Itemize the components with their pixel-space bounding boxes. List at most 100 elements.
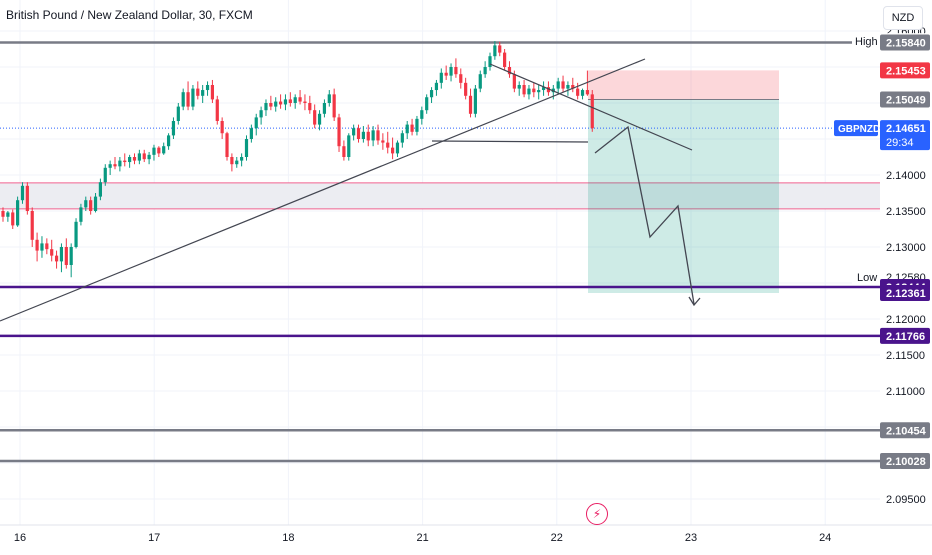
- price-labels: High2.15859Low2.125802.158402.124442.117…: [834, 33, 930, 469]
- candle-body: [395, 142, 400, 154]
- candle: [313, 104, 317, 129]
- candle: [361, 126, 365, 143]
- candle-body: [522, 85, 526, 95]
- candle-body: [566, 85, 570, 89]
- stop-zone: [588, 70, 779, 100]
- candle-body: [507, 67, 512, 75]
- candle-body: [259, 110, 263, 118]
- candle: [93, 193, 98, 213]
- candle: [454, 58, 458, 78]
- candle-body: [337, 117, 341, 147]
- time-axis[interactable]: 16 17 18 21 22 23 24: [0, 524, 932, 544]
- candle: [274, 97, 278, 112]
- candle: [244, 135, 249, 161]
- candle: [16, 196, 20, 227]
- candle: [381, 133, 385, 150]
- candle: [64, 238, 68, 269]
- currency-button[interactable]: NZD: [883, 6, 923, 30]
- candle: [191, 85, 195, 111]
- candle-body: [123, 160, 127, 163]
- candle: [522, 79, 526, 98]
- candle-body: [361, 131, 365, 139]
- price-tick-label: 2.13000: [886, 242, 926, 254]
- candle-body: [205, 85, 210, 91]
- candle-body: [561, 81, 565, 89]
- candle: [25, 182, 29, 215]
- candle-body: [356, 128, 361, 139]
- candle: [444, 65, 448, 80]
- candle: [322, 99, 327, 118]
- candle: [415, 115, 419, 136]
- candle-body: [59, 247, 64, 262]
- candle: [269, 95, 273, 111]
- candle-body: [288, 99, 292, 103]
- candle: [157, 146, 161, 157]
- candle: [128, 154, 132, 168]
- arrow-head: [688, 296, 701, 307]
- zones-layer: [0, 0, 880, 525]
- candle-body: [449, 67, 453, 76]
- current-price-value: 2.14651: [886, 123, 926, 135]
- candle-body: [537, 90, 541, 93]
- candle: [220, 117, 224, 139]
- candle: [347, 133, 351, 161]
- candle-body: [303, 101, 307, 103]
- candle: [6, 211, 10, 222]
- candle-body: [162, 146, 166, 154]
- candle: [303, 94, 307, 111]
- candle-body: [45, 243, 49, 250]
- price-tick-label: 2.12000: [886, 314, 926, 326]
- candle: [79, 203, 83, 226]
- candle: [342, 140, 346, 161]
- candle: [11, 209, 15, 229]
- candle-body: [439, 72, 443, 83]
- candle: [132, 153, 137, 165]
- candle-body: [244, 139, 249, 157]
- candle: [391, 137, 395, 160]
- flash-icon[interactable]: ⚡: [586, 503, 608, 525]
- candle: [590, 90, 594, 132]
- candle-body: [235, 160, 239, 165]
- candle-body: [293, 97, 297, 103]
- candle-body: [352, 128, 356, 136]
- target-price-tag-bg: [880, 285, 930, 302]
- target-price-tag: 2.12361: [880, 285, 930, 302]
- candle-body: [386, 142, 390, 148]
- candle: [69, 243, 73, 278]
- candle: [147, 151, 151, 165]
- time-tick-label: 24: [819, 532, 831, 544]
- candle: [410, 118, 414, 136]
- candle-body: [196, 88, 200, 96]
- entry-price-tag-text: 2.15049: [886, 94, 926, 106]
- candle-body: [176, 106, 180, 121]
- price-tick-label: 2.11500: [886, 350, 925, 362]
- candle: [45, 238, 49, 255]
- candle-body: [79, 207, 83, 222]
- candle: [84, 196, 88, 211]
- candle-body: [186, 92, 190, 107]
- candle: [317, 110, 322, 131]
- candle-body: [473, 88, 477, 114]
- candle: [464, 77, 468, 100]
- low-tag-label: Low: [857, 272, 877, 284]
- candle-body: [50, 249, 54, 256]
- candle: [108, 160, 112, 175]
- candle-body: [25, 185, 29, 211]
- time-tick-label: 16: [14, 532, 26, 544]
- candle: [181, 88, 185, 111]
- candle-body: [498, 45, 502, 53]
- candle-body: [1, 211, 5, 217]
- time-tick-label: 18: [282, 532, 294, 544]
- candle-body: [376, 130, 380, 141]
- candle-body: [74, 221, 78, 247]
- candle-body: [444, 72, 448, 76]
- candle-body: [342, 146, 346, 157]
- candle: [386, 131, 390, 154]
- candle-body: [108, 164, 112, 168]
- candle-body: [89, 200, 93, 211]
- candle-body: [220, 121, 224, 134]
- candle: [541, 81, 546, 96]
- candle-body: [152, 147, 156, 155]
